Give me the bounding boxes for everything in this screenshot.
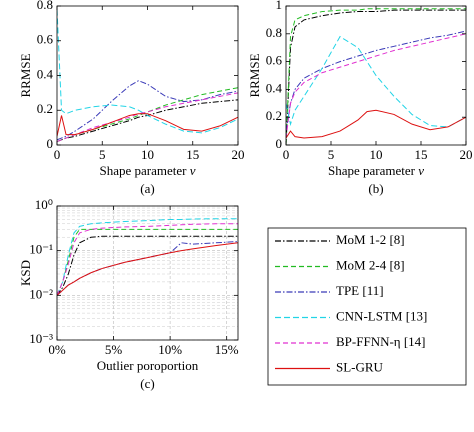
plot-area (286, 8, 466, 145)
plot-area (57, 218, 238, 296)
axes-frame (56, 5, 239, 146)
series-line (57, 113, 238, 137)
series-line (57, 92, 238, 142)
legend-label: CNN-LSTM [13] (336, 308, 427, 323)
y-tick-label: 0.6 (266, 53, 283, 68)
series-line (286, 35, 466, 128)
panel-label: (b) (368, 181, 383, 196)
y-tick-label: 0.4 (266, 80, 283, 95)
x-tick-label: 20 (460, 147, 473, 162)
series-line (57, 9, 238, 134)
series-line (286, 109, 466, 139)
x-axis-label-symbol: v (190, 163, 196, 178)
series-line (286, 8, 466, 145)
series-line (57, 228, 238, 296)
x-tick-label: 15 (415, 147, 428, 162)
x-tick-label: 5 (99, 147, 106, 162)
legend-label: MoM 2-4 [8] (336, 257, 405, 272)
series-line (286, 33, 466, 139)
x-tick-label: 20 (232, 147, 245, 162)
series-line (57, 223, 238, 296)
y-tick-label: 1 (276, 0, 283, 12)
series-line (57, 80, 238, 141)
plot-area (57, 9, 238, 142)
x-tick-label: 5 (328, 147, 335, 162)
y-axis-label: RRMSE (247, 53, 262, 97)
x-axis-label-text: Shape parameter (328, 163, 416, 178)
y-tick-label: 0.8 (266, 25, 282, 40)
series-line (57, 235, 238, 296)
y-tick-label: 10⁰ (35, 197, 53, 212)
panel-label: (c) (140, 376, 154, 391)
legend-box (267, 227, 467, 386)
series-line (286, 9, 466, 145)
y-tick-label: 0 (276, 136, 283, 151)
x-tick-label: 10 (370, 147, 383, 162)
series-line (57, 242, 238, 296)
x-tick-label: 10 (141, 147, 154, 162)
x-tick-label: 15 (186, 147, 199, 162)
series-line (286, 30, 466, 132)
x-tick-label: 0 (54, 147, 61, 162)
y-tick-label: 10⁻³ (29, 331, 53, 346)
y-axis-label: RRMSE (18, 53, 33, 97)
y-tick-label: 10⁻² (29, 286, 53, 301)
x-tick-label: 15% (215, 342, 239, 357)
y-tick-label: 10⁻¹ (29, 242, 53, 257)
y-tick-label: 0.4 (37, 66, 54, 81)
axes-frame (56, 205, 239, 341)
x-tick-label: 5% (105, 342, 123, 357)
y-axis-label: KSD (18, 260, 33, 286)
x-axis-label-text: Shape parameter (99, 163, 187, 178)
series-line (57, 99, 238, 142)
x-tick-label: 0% (48, 342, 66, 357)
series-line (57, 218, 238, 296)
x-axis-label: Outlier poroportion (97, 358, 199, 373)
y-tick-label: 0.2 (37, 101, 53, 116)
legend-label: BP-FFNN-η [14] (336, 334, 426, 349)
legend-label: SL-GRU (336, 359, 384, 374)
legend-label: TPE [11] (336, 283, 384, 298)
panel-label: (a) (140, 181, 154, 196)
legend-label: MoM 1-2 [8] (336, 232, 405, 247)
x-axis-label: Shape parameter v (99, 163, 195, 178)
x-axis-label-symbol: v (418, 163, 424, 178)
x-tick-label: 0 (283, 147, 290, 162)
y-tick-label: 0.2 (266, 108, 282, 123)
y-tick-label: 0 (47, 136, 54, 151)
x-axis-label: Shape parameter v (328, 163, 424, 178)
x-tick-label: 10% (158, 342, 182, 357)
y-tick-label: 0.8 (37, 0, 53, 12)
x-axis-label-text: Outlier poroportion (97, 358, 199, 373)
y-tick-label: 0.6 (37, 32, 54, 47)
